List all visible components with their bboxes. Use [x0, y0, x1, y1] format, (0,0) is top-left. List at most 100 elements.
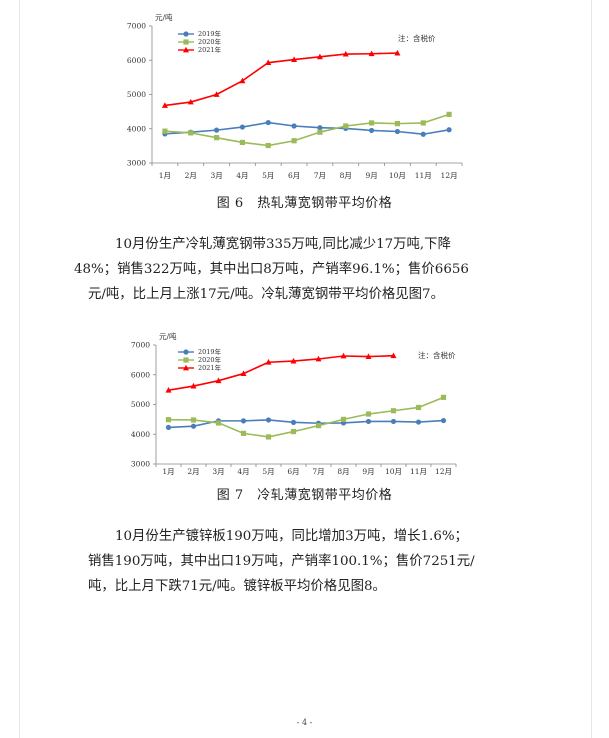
- legend-marker: [183, 31, 189, 37]
- x-tick-label: 11月: [415, 171, 432, 180]
- legend-label: 2020年: [198, 37, 222, 46]
- data-point: [315, 423, 322, 429]
- legend-label: 2020年: [198, 355, 222, 364]
- data-point: [291, 138, 297, 144]
- paragraph-line: 吨，比上月下跌71元/吨。镀锌板平均价格见图8。: [88, 579, 386, 594]
- paragraph-line: 元/吨，比上月上涨17元/吨。冷轧薄宽钢带平均价格见图7。: [88, 287, 444, 302]
- y-tick-label: 7000: [127, 22, 146, 31]
- x-tick-label: 9月: [362, 467, 374, 476]
- x-tick-label: 8月: [337, 467, 349, 476]
- data-point: [265, 119, 271, 126]
- series-line: [168, 396, 444, 438]
- data-point: [415, 404, 422, 411]
- x-tick-label: 7月: [312, 467, 324, 476]
- chart-cold-rolled-price: 3000 4000 5000 6000 7000 1月 2月 3月 4月 5月 6月 7月 8月 9月 10…: [131, 331, 457, 476]
- data-point: [239, 139, 246, 146]
- figure-7-caption: 图 7 冷轧薄宽钢带平均价格: [216, 488, 393, 503]
- series-line: [164, 113, 450, 147]
- data-point: [265, 142, 271, 149]
- data-point: [291, 56, 298, 62]
- y-tick-label: 7000: [131, 341, 150, 350]
- data-point: [290, 419, 297, 425]
- data-point: [215, 377, 222, 384]
- data-point: [342, 50, 349, 57]
- data-point: [265, 434, 272, 440]
- x-tick-label: 2月: [187, 467, 199, 476]
- y-tick-label: 4000: [127, 124, 146, 133]
- data-point: [165, 387, 172, 393]
- x-tick-label: 10月: [385, 467, 402, 476]
- paragraph-line: 10月份生产冷轧薄宽钢带335万吨,同比减少17万吨,下降: [115, 237, 451, 252]
- paragraph-line: 48%；销售322万吨，其中出口8万吨，产销率96.1%；售价6656: [74, 262, 469, 277]
- data-point: [394, 128, 401, 135]
- series-line: [164, 52, 398, 107]
- x-tick-label: 6月: [288, 171, 300, 180]
- series-2020年: 2020年: [162, 37, 452, 149]
- x-tick-label: 7月: [314, 171, 326, 180]
- x-tick-label: 4月: [237, 467, 249, 476]
- chart-hot-rolled-price: 3000 4000 5000 6000 7000 1月 2月 3月 4月 5月 6月 7月 8月 9月 10…: [127, 12, 463, 180]
- x-tick-label: 2月: [185, 171, 197, 180]
- data-point: [368, 120, 375, 126]
- data-point: [190, 382, 197, 389]
- data-point: [165, 424, 172, 431]
- x-tick-label: 4月: [236, 171, 248, 180]
- data-point: [446, 111, 452, 117]
- data-point: [265, 59, 272, 66]
- data-point: [188, 130, 194, 136]
- data-point: [265, 417, 272, 423]
- x-tick-label: 8月: [340, 171, 352, 180]
- data-point: [213, 135, 220, 141]
- data-point: [265, 359, 272, 365]
- y-tick-label: 5000: [131, 400, 150, 409]
- data-point: [290, 428, 297, 435]
- data-point: [239, 124, 246, 130]
- data-point: [340, 352, 347, 359]
- data-point: [415, 419, 422, 425]
- x-tick-label: 9月: [365, 171, 377, 180]
- x-tick-label: 1月: [162, 467, 174, 476]
- data-point: [161, 102, 168, 108]
- data-point: [190, 417, 197, 423]
- data-point: [446, 127, 452, 133]
- data-point: [240, 418, 247, 424]
- data-point: [317, 129, 323, 135]
- legend-label: 2019年: [198, 29, 222, 38]
- data-point: [440, 394, 447, 400]
- y-tick-label: 3000: [127, 159, 146, 168]
- y-tick-label: 5000: [127, 90, 146, 99]
- series-line: [168, 419, 444, 429]
- data-point: [390, 408, 397, 414]
- data-point: [340, 416, 347, 422]
- data-point: [162, 128, 168, 134]
- data-point: [240, 370, 247, 376]
- x-tick-label: 12月: [441, 171, 458, 180]
- data-point: [365, 418, 372, 425]
- series-2021年: 2021年: [161, 45, 401, 108]
- legend-label: 2019年: [198, 347, 222, 356]
- data-point: [317, 125, 323, 131]
- data-point: [213, 127, 220, 133]
- data-point: [420, 120, 426, 126]
- price-note: 注：含税价: [418, 350, 456, 360]
- figure-6-caption: 图 6 热轧薄宽钢带平均价格: [216, 196, 393, 211]
- data-point: [165, 417, 172, 423]
- data-point: [343, 123, 349, 129]
- legend-marker: [183, 357, 189, 363]
- x-tick-label: 3月: [210, 171, 222, 180]
- data-point: [239, 77, 246, 84]
- series-2020年: 2020年: [165, 355, 447, 440]
- legend-label: 2021年: [198, 45, 222, 54]
- x-tick-label: 10月: [389, 171, 406, 180]
- page-number: - 4 -: [296, 718, 313, 727]
- data-point: [315, 355, 322, 362]
- data-point: [365, 353, 372, 360]
- data-point: [440, 417, 447, 424]
- price-note: 注：含税价: [398, 33, 436, 43]
- x-tick-label: 3月: [212, 467, 224, 476]
- series-line: [164, 121, 450, 136]
- page-border: [19, 0, 592, 738]
- data-point: [390, 418, 397, 425]
- y-tick-label: 4000: [131, 430, 150, 439]
- legend-marker: [183, 349, 189, 355]
